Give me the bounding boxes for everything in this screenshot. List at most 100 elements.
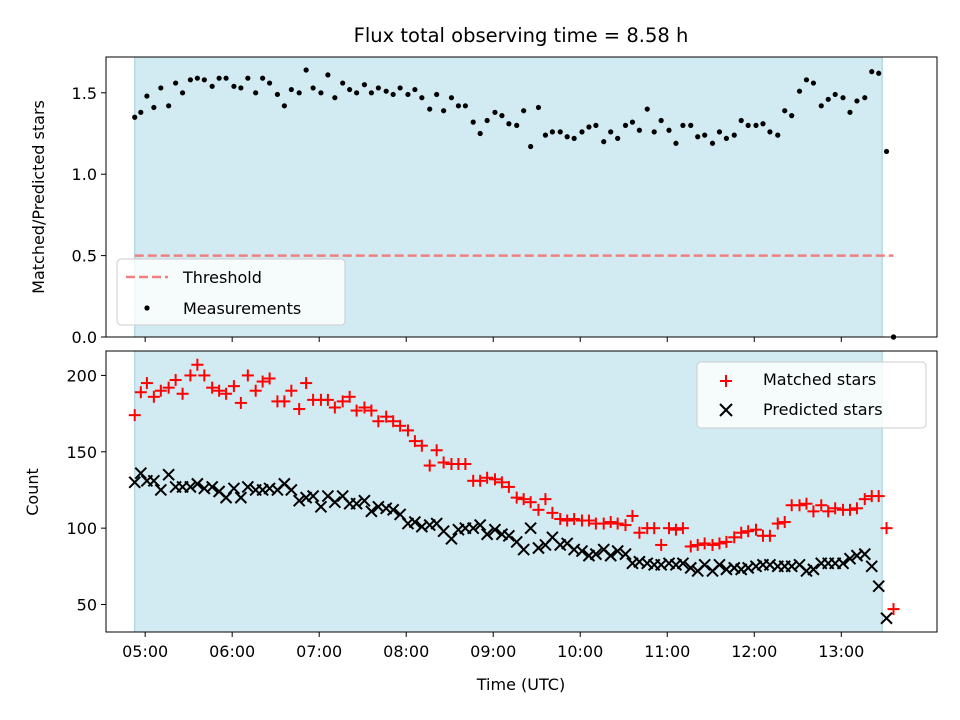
measurements-point xyxy=(666,127,672,133)
measurements-point xyxy=(753,122,759,128)
predicted-stars-point-d2 xyxy=(350,497,363,510)
matched-stars-point xyxy=(328,401,341,414)
predicted-stars-point xyxy=(162,468,175,481)
measurements-point xyxy=(854,98,860,104)
matched-stars-point xyxy=(706,538,719,551)
predicted-stars-point-d2 xyxy=(328,495,342,509)
predicted-stars-point-d2 xyxy=(560,537,574,550)
bottom-x-tick-label: 10:00 xyxy=(557,642,603,661)
measurements-point xyxy=(709,140,716,146)
predicted-stars-point xyxy=(502,529,516,542)
measurements-point xyxy=(412,86,418,93)
matched-stars-point xyxy=(698,537,711,550)
predicted-stars-point-d2 xyxy=(575,544,589,558)
matched-stars-point xyxy=(858,493,871,506)
measurements-point xyxy=(138,109,144,115)
bottom-x-tick-label: 09:00 xyxy=(470,642,516,661)
matched-stars-point xyxy=(147,390,160,403)
predicted-stars-point-d2 xyxy=(785,560,798,573)
matched-stars-point xyxy=(850,502,863,515)
predicted-stars-point xyxy=(611,544,624,558)
matched-stars-point xyxy=(249,384,262,397)
predicted-stars-point-d2 xyxy=(676,557,690,570)
measurements-point xyxy=(869,69,875,75)
measurements-point xyxy=(775,132,781,138)
matched-stars-point xyxy=(633,526,646,539)
matched-stars-point xyxy=(394,419,407,432)
predicted-stars-point xyxy=(807,563,820,576)
measurements-point xyxy=(767,129,773,135)
predicted-stars-point-d2 xyxy=(850,549,864,562)
predicted-stars-point-d2 xyxy=(154,483,168,497)
matched-stars-point xyxy=(227,380,240,393)
measurements-point xyxy=(260,75,266,81)
matched-stars-point xyxy=(234,396,247,409)
predicted-stars-point xyxy=(292,494,306,507)
predicted-stars-point-d2 xyxy=(517,543,530,556)
bottom-data-layer xyxy=(128,358,900,625)
predicted-stars-point xyxy=(604,549,617,562)
measurements-point xyxy=(209,83,215,89)
predicted-stars-point-d2 xyxy=(198,482,211,495)
matched-stars-point xyxy=(626,509,639,522)
measurements-point xyxy=(132,114,138,120)
predicted-stars-point xyxy=(575,544,589,558)
bottom-axes-frame xyxy=(105,350,938,633)
predicted-stars-point-d2 xyxy=(292,494,306,507)
matched-stars-point xyxy=(546,506,559,519)
predicted-stars-point-d2 xyxy=(872,579,885,593)
predicted-stars-point-d2 xyxy=(285,483,298,497)
predicted-stars-point-d2 xyxy=(147,474,161,488)
measurements-point xyxy=(332,95,338,101)
measurements-point xyxy=(883,148,890,155)
matched-stars-point xyxy=(880,522,893,535)
measurements-point xyxy=(462,103,468,109)
measurements-point xyxy=(238,85,244,91)
measurements-point xyxy=(383,88,389,94)
measurements-point xyxy=(318,90,324,96)
measurements-point xyxy=(499,113,505,119)
predicted-stars-point xyxy=(154,483,168,497)
bottom-x-tick-label: 11:00 xyxy=(644,642,690,661)
predicted-stars-point-d2 xyxy=(314,500,328,513)
measurements-point xyxy=(847,109,853,115)
measurements-point xyxy=(738,117,744,124)
measurements-point xyxy=(470,119,476,125)
predicted-stars-point xyxy=(184,480,197,494)
measurements-point xyxy=(745,122,751,128)
predicted-stars-point-d2 xyxy=(662,557,676,570)
predicted-stars-point-d2 xyxy=(393,508,407,521)
matched-stars-point xyxy=(561,514,574,527)
predicted-stars-point-d2 xyxy=(532,541,545,555)
measurements-point xyxy=(340,80,346,86)
measurements-point xyxy=(151,104,157,111)
predicted-stars-point xyxy=(880,612,893,625)
predicted-stars-point xyxy=(134,466,148,480)
matched-stars-point xyxy=(669,523,682,536)
predicted-stars-point xyxy=(445,532,458,546)
matched-stars-point xyxy=(154,384,167,397)
legend-predicted-label: Predicted stars xyxy=(763,400,883,419)
matched-stars-point xyxy=(800,497,813,510)
measurements-point xyxy=(477,130,483,137)
predicted-stars-point-d2 xyxy=(604,549,617,562)
matched-stars-point xyxy=(495,476,508,489)
matched-stars-point xyxy=(350,404,363,417)
matched-stars-point xyxy=(843,503,856,516)
measurements-point xyxy=(419,95,425,101)
matched-stars-point xyxy=(829,502,842,515)
measurements-point xyxy=(448,95,455,101)
matched-stars-point xyxy=(611,517,624,530)
measurements-point xyxy=(441,108,447,114)
predicted-stars-point-d2 xyxy=(336,489,349,503)
measurements-point xyxy=(601,139,607,145)
measurements-point xyxy=(347,86,353,93)
predicted-stars-point-d2 xyxy=(836,557,850,570)
measurements-point xyxy=(629,119,636,125)
predicted-stars-point-d2 xyxy=(684,561,697,575)
matched-stars-point xyxy=(176,387,189,400)
matched-stars-point xyxy=(532,503,545,516)
matched-stars-point xyxy=(517,493,530,506)
predicted-stars-point-d2 xyxy=(365,505,378,518)
